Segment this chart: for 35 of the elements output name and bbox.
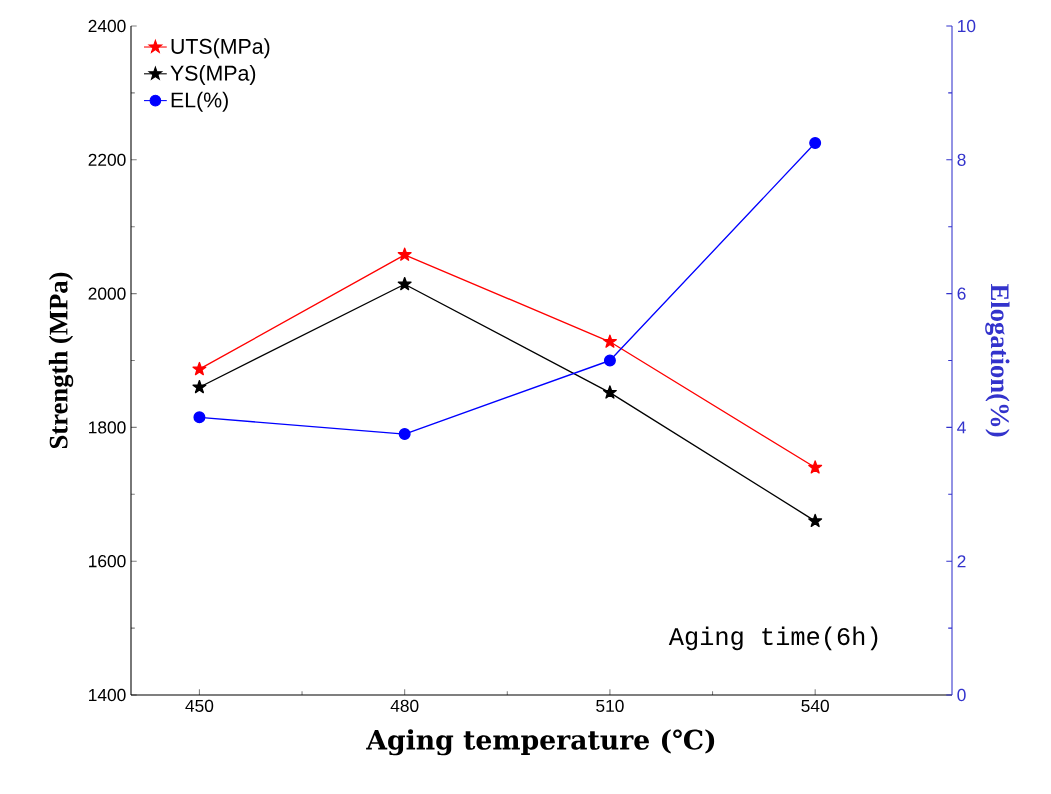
y-tick-label: 1800 xyxy=(89,421,126,434)
point xyxy=(809,137,822,150)
annotation: Aging time(6h) xyxy=(668,626,878,651)
y2-tick-label: 8 xyxy=(957,153,966,166)
y2-tick-label: 2 xyxy=(957,555,966,568)
point xyxy=(397,276,412,291)
x-tick-label: 540 xyxy=(801,699,829,712)
y2-axis-title: Elogation(%) xyxy=(985,283,1010,437)
y2-tick-label: 0 xyxy=(957,688,966,702)
legend-label: YS(MPa) xyxy=(170,65,256,85)
y-tick-label: 1400 xyxy=(89,688,126,702)
point xyxy=(808,513,823,528)
x-tick-label: 450 xyxy=(185,699,214,712)
point xyxy=(602,334,617,348)
y2-tick-label: 10 xyxy=(958,19,976,33)
point xyxy=(398,428,411,441)
point xyxy=(808,460,823,474)
y-tick-label: 1600 xyxy=(89,555,126,568)
legend-label: UTS(MPa) xyxy=(171,38,270,59)
legend-label: EL(%) xyxy=(171,91,228,112)
point xyxy=(603,354,616,367)
point xyxy=(192,361,207,376)
point xyxy=(602,385,617,399)
point xyxy=(192,379,207,394)
x-axis-title: Aging temperature (℃) xyxy=(366,729,715,756)
y2-tick-label: 4 xyxy=(957,421,966,434)
point xyxy=(397,247,412,261)
y-axis-title: Strength (MPa) xyxy=(48,272,74,449)
y2-tick-label: 6 xyxy=(957,287,966,300)
y-tick-label: 2200 xyxy=(88,153,126,166)
x-tick-label: 510 xyxy=(596,699,624,712)
y-tick-label: 2000 xyxy=(88,287,126,300)
point xyxy=(193,411,206,424)
x-tick-label: 480 xyxy=(390,699,419,712)
y-tick-label: 2400 xyxy=(88,19,126,33)
